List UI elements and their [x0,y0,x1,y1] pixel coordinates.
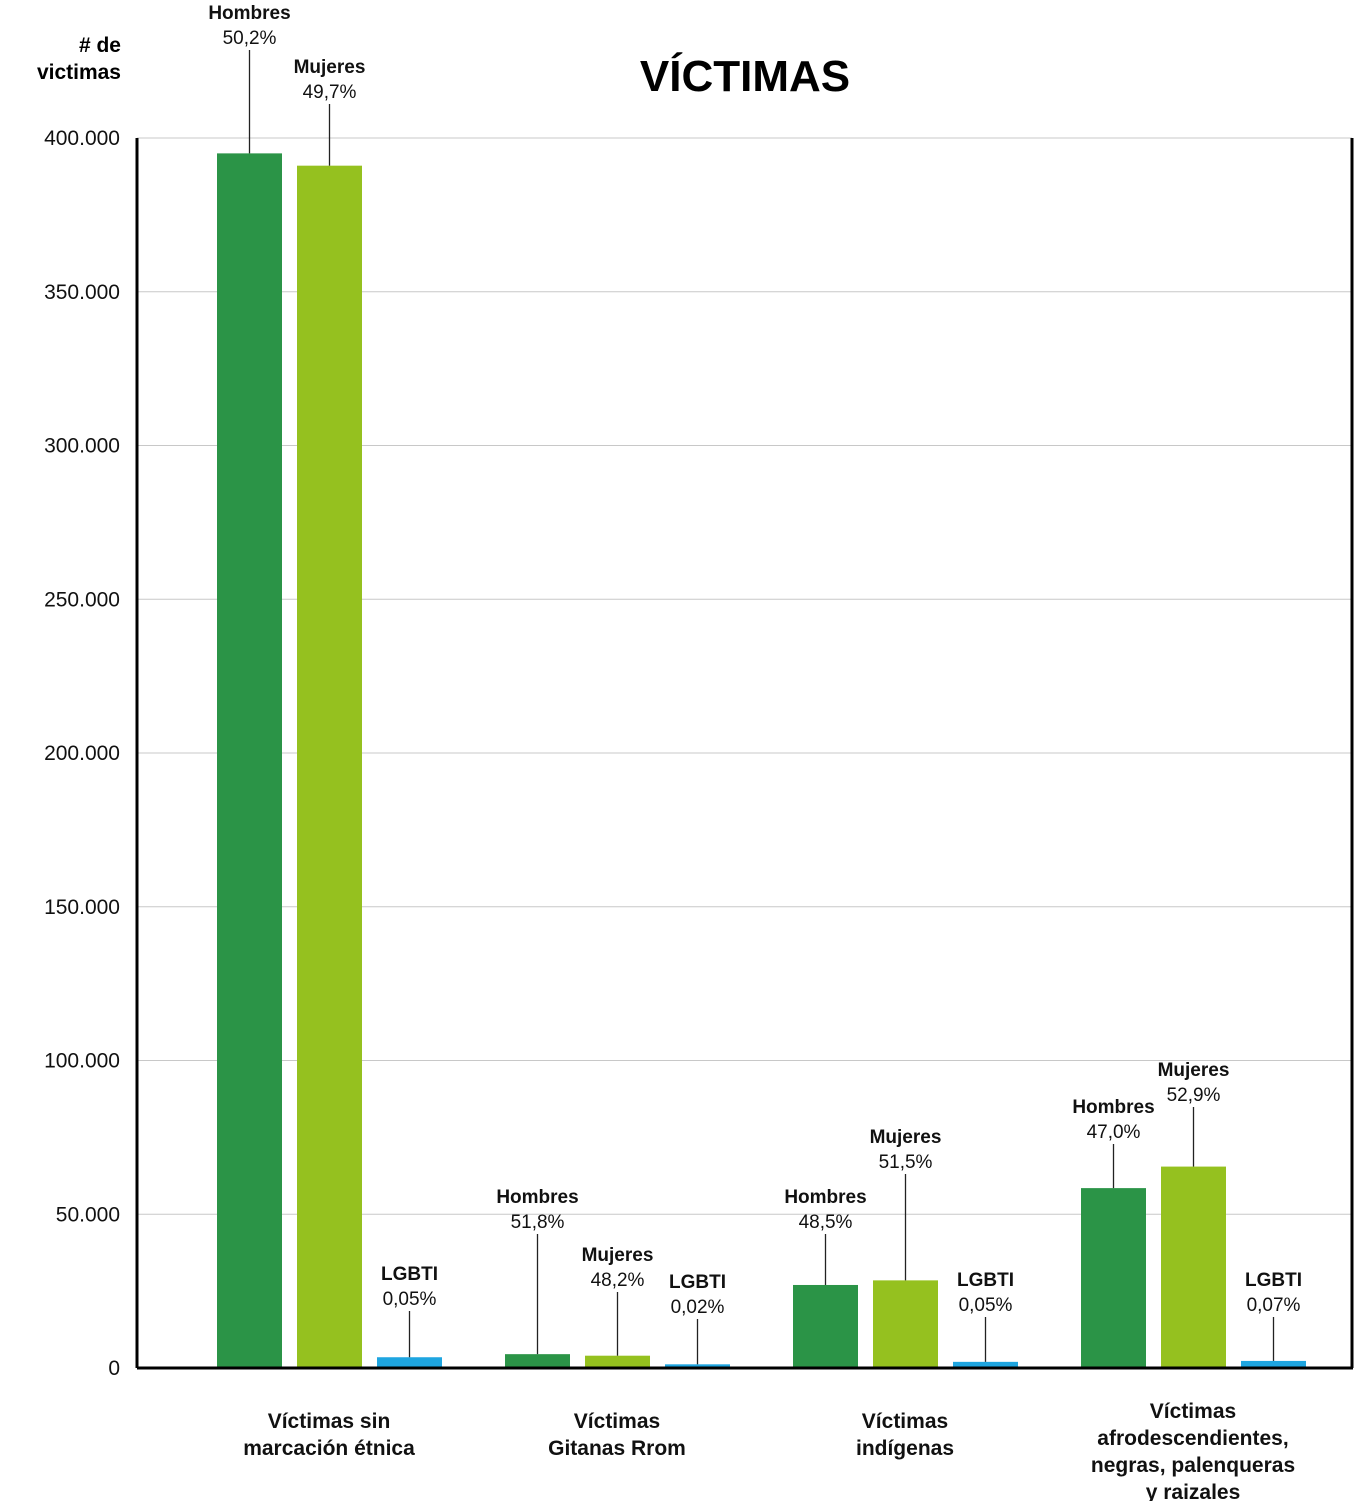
bar-label-series: LGBTI [669,1272,726,1293]
category-label: y raizales [1146,1481,1241,1501]
bar [953,1361,1018,1368]
bar-label-percent: 0,05% [959,1295,1013,1316]
bar-label-percent: 49,7% [303,82,357,103]
bar [585,1355,650,1368]
y-axis-label-line-2: victimas [37,61,121,84]
bar-label-series: Mujeres [582,1245,654,1266]
bar-label-series: LGBTI [957,1270,1014,1291]
bar [1081,1188,1146,1368]
y-tick-label: 100.000 [44,1050,120,1073]
category-label: Víctimas [574,1410,660,1433]
y-tick-label: 150.000 [44,896,120,919]
bar-label-percent: 48,5% [799,1212,853,1233]
bar [217,153,282,1368]
bar-label-series: Hombres [1072,1097,1154,1118]
bar-label-percent: 47,0% [1087,1122,1141,1143]
bars [217,153,1306,1368]
bar-label-percent: 52,9% [1167,1085,1221,1106]
bar [665,1364,730,1368]
y-tick-label: 350.000 [44,281,120,304]
y-axis-label-line-1: # de [79,34,121,57]
bar [873,1280,938,1368]
category-label: Víctimas [862,1410,948,1433]
bar [505,1354,570,1368]
y-tick-label: 200.000 [44,742,120,765]
bar [297,165,362,1368]
bar-label-percent: 48,2% [591,1270,645,1291]
bar-labels: Hombres 50,2% Hombres 51,8% Hombres 48,5% Homb… [208,3,1302,1365]
bar [1241,1360,1306,1368]
bar-label-series: Hombres [496,1187,578,1208]
bar-label-series: Hombres [208,3,290,24]
y-tick-label: 300.000 [44,435,120,458]
bar-label-percent: 51,5% [879,1152,933,1173]
bar-label-percent: 51,8% [511,1212,565,1233]
category-label: afrodescendientes, [1097,1427,1288,1450]
y-tick-label: 50.000 [56,1203,120,1226]
bar-label-series: Mujeres [870,1127,942,1148]
axes [135,138,1354,1370]
bar-label-series: Mujeres [1158,1060,1230,1081]
bar-label-series: Hombres [784,1187,866,1208]
category-label: marcación étnica [243,1437,415,1460]
y-tick-label: 0 [108,1357,120,1380]
y-tick-label: 250.000 [44,588,120,611]
bar-label-percent: 0,02% [671,1297,725,1318]
category-labels: Víctimas sin marcación étnica Víctimas Gita… [243,1400,1295,1501]
category-label: negras, palenqueras [1091,1454,1295,1477]
y-tick-label: 400.000 [44,127,120,150]
bar-label-series: Mujeres [294,57,366,78]
bar-label-percent: 0,05% [383,1289,437,1310]
bar-label-series: LGBTI [381,1264,438,1285]
category-label: Gitanas Rrom [548,1437,686,1460]
category-label: Víctimas sin [268,1410,391,1433]
bar-label-percent: 0,07% [1247,1295,1301,1316]
y-ticks: 0 50.000 100.000 150.000 200.000 250.000 300.0… [44,127,120,1380]
chart-title: VÍCTIMAS [640,51,850,101]
category-label: Víctimas [1150,1400,1236,1423]
bar [377,1357,442,1368]
bar [793,1284,858,1368]
bar-label-percent: 50,2% [223,28,277,49]
bar [1161,1166,1226,1368]
bar-label-series: LGBTI [1245,1270,1302,1291]
category-label: indígenas [856,1437,954,1460]
